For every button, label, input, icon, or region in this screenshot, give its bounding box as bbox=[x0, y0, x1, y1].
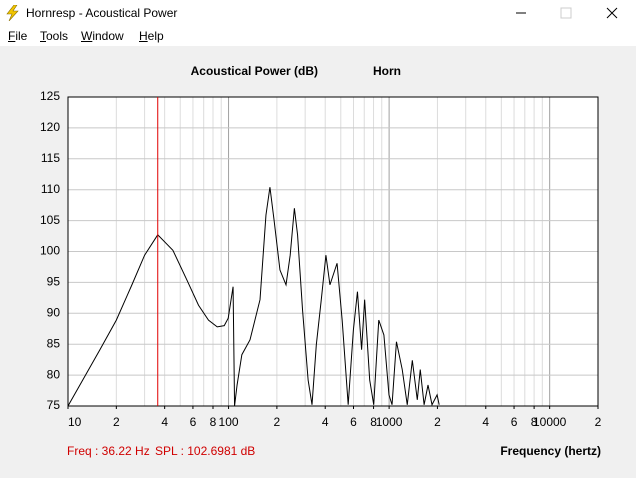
y-tick-label: 125 bbox=[40, 89, 60, 103]
x-tick-label: 10 bbox=[68, 415, 82, 429]
menu-item[interactable]: File bbox=[8, 29, 28, 43]
freq-readout: Freq : 36.22 Hz bbox=[67, 444, 150, 458]
x-tick-label: 4 bbox=[161, 415, 168, 429]
y-tick-label: 95 bbox=[47, 275, 61, 289]
y-tick-label: 115 bbox=[41, 151, 60, 165]
window-title: Hornresp - Acoustical Power bbox=[26, 6, 178, 20]
x-tick-label: 2 bbox=[274, 415, 281, 429]
y-tick-label: 75 bbox=[47, 398, 61, 412]
title-bar: Hornresp - Acoustical Power bbox=[0, 0, 636, 26]
menu-bar: File Tools Window Help bbox=[0, 26, 636, 46]
y-tick-label: 100 bbox=[40, 244, 60, 258]
x-tick-label: 1000 bbox=[376, 415, 403, 429]
y-tick-label: 80 bbox=[47, 367, 61, 381]
x-tick-label: 4 bbox=[482, 415, 489, 429]
plot-frame bbox=[67, 96, 599, 407]
x-tick-label: 8 bbox=[370, 415, 377, 429]
x-tick-label: 6 bbox=[350, 415, 357, 429]
y-tick-label: 120 bbox=[40, 120, 60, 134]
x-tick-label: 100 bbox=[219, 415, 239, 429]
x-tick-label: 8 bbox=[210, 415, 217, 429]
y-tick-label: 85 bbox=[47, 336, 61, 350]
x-tick-label: 8 bbox=[531, 415, 538, 429]
x-tick-label: 6 bbox=[511, 415, 518, 429]
close-button[interactable] bbox=[606, 7, 618, 19]
spl-readout: SPL : 102.6981 dB bbox=[155, 444, 255, 458]
x-tick-label: 2 bbox=[595, 415, 602, 429]
y-tick-label: 90 bbox=[47, 305, 61, 319]
x-tick-label: 4 bbox=[322, 415, 329, 429]
window-controls[interactable] bbox=[500, 0, 620, 26]
maximize-button[interactable] bbox=[560, 7, 572, 19]
chart: Acoustical Power (dB) Horn Frequency (he… bbox=[40, 64, 602, 458]
app-icon bbox=[6, 5, 19, 21]
chart-title: Acoustical Power (dB) bbox=[191, 64, 318, 78]
chart-subtitle: Horn bbox=[373, 64, 401, 78]
x-tick-label: 2 bbox=[113, 415, 120, 429]
response-line bbox=[67, 187, 440, 407]
menu-item[interactable]: Help bbox=[139, 29, 164, 43]
menu-item[interactable]: Window bbox=[81, 29, 124, 43]
x-tick-label: 10000 bbox=[533, 415, 567, 429]
menu-item[interactable]: Tools bbox=[40, 29, 69, 43]
y-tick-label: 105 bbox=[40, 213, 60, 227]
y-tick-label: 110 bbox=[41, 182, 60, 196]
x-tick-label: 2 bbox=[434, 415, 441, 429]
x-axis-title: Frequency (hertz) bbox=[500, 444, 601, 458]
x-tick-label: 6 bbox=[190, 415, 197, 429]
